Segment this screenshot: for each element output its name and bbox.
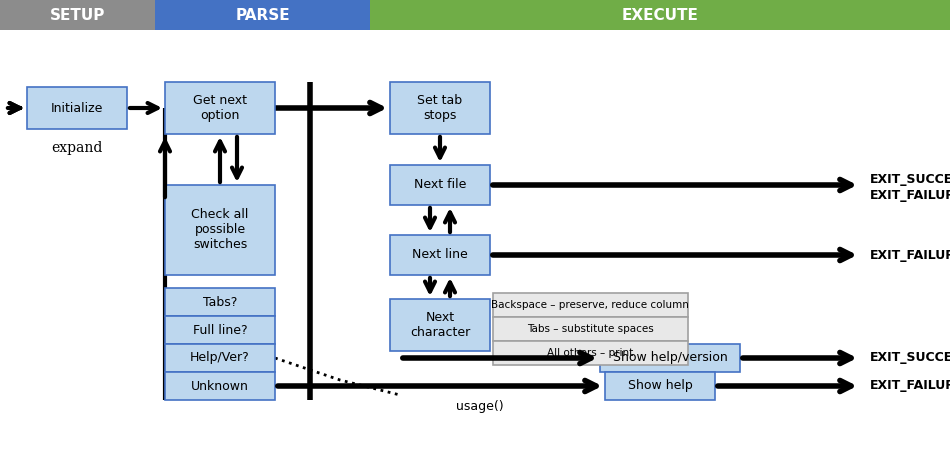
Text: Show help: Show help [628,379,693,392]
Text: SETUP: SETUP [49,8,105,22]
FancyBboxPatch shape [605,372,715,400]
Text: EXIT_SUCCESS: EXIT_SUCCESS [870,172,950,185]
Text: usage(): usage() [456,400,504,413]
Text: Tabs – substitute spaces: Tabs – substitute spaces [526,324,654,334]
Text: Check all
possible
switches: Check all possible switches [191,208,249,252]
FancyBboxPatch shape [492,341,688,365]
Bar [155,0,370,30]
Text: PARSE: PARSE [236,8,290,22]
Text: Tabs?: Tabs? [202,296,238,309]
Text: Unknown: Unknown [191,379,249,392]
FancyBboxPatch shape [165,82,275,134]
FancyBboxPatch shape [492,317,688,341]
FancyBboxPatch shape [390,165,490,205]
FancyBboxPatch shape [390,235,490,275]
Text: EXIT_FAILURE: EXIT_FAILURE [870,379,950,392]
Text: Backspace – preserve, reduce column: Backspace – preserve, reduce column [491,300,689,310]
Text: Next line: Next line [412,248,467,261]
Text: All others – print: All others – print [547,348,633,358]
Text: Show help/version: Show help/version [613,351,728,364]
Text: EXECUTE: EXECUTE [621,8,698,22]
Text: EXIT_FAILURE: EXIT_FAILURE [870,248,950,261]
Text: EXIT_FAILURE: EXIT_FAILURE [870,189,950,202]
Text: Set tab
stops: Set tab stops [417,94,463,122]
Text: Next file: Next file [414,179,466,192]
Text: expand: expand [51,141,103,155]
Text: Full line?: Full line? [193,324,247,337]
Bar [0,0,155,30]
FancyBboxPatch shape [165,288,275,316]
Text: EXIT_SUCCESS: EXIT_SUCCESS [870,351,950,364]
FancyBboxPatch shape [390,82,490,134]
FancyBboxPatch shape [492,293,688,317]
Text: Next
character: Next character [409,311,470,339]
Text: Initialize: Initialize [50,102,104,114]
Text: Get next
option: Get next option [193,94,247,122]
FancyBboxPatch shape [165,344,275,372]
FancyBboxPatch shape [165,185,275,275]
FancyBboxPatch shape [27,87,127,129]
FancyBboxPatch shape [390,299,490,351]
Bar [370,0,950,30]
Text: Help/Ver?: Help/Ver? [190,351,250,364]
FancyBboxPatch shape [600,344,740,372]
FancyBboxPatch shape [165,372,275,400]
FancyBboxPatch shape [165,316,275,344]
